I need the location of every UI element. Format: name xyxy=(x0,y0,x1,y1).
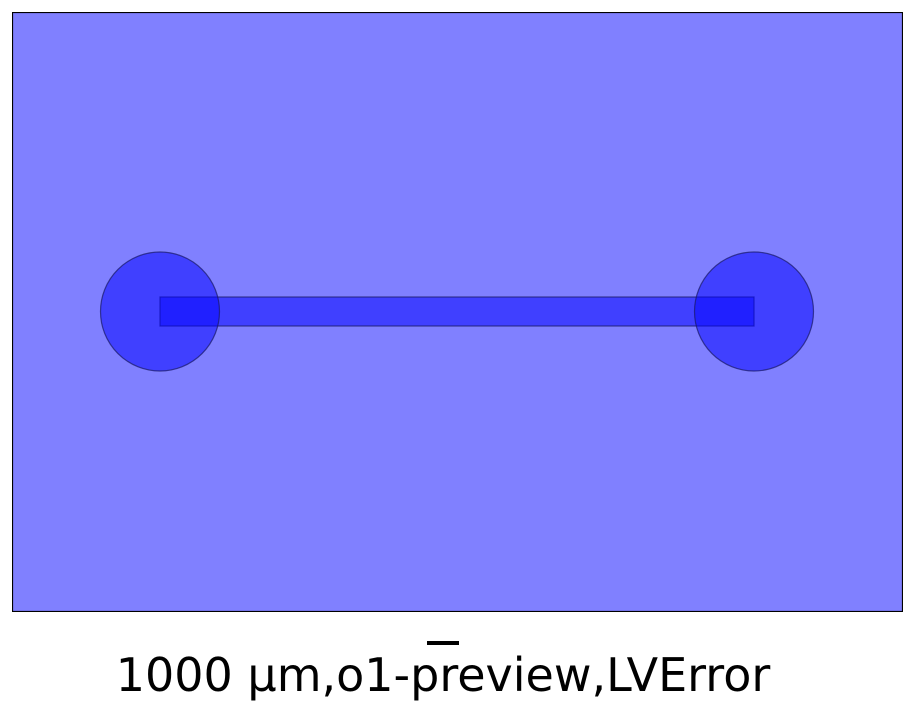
layout-canvas xyxy=(12,12,903,612)
layout-drawing xyxy=(12,12,903,612)
left-pad-circle xyxy=(99,251,221,372)
figure-caption: 1000 µm,o1-preview,LVError xyxy=(115,648,771,702)
scale-bar xyxy=(427,641,459,645)
right-pad-circle xyxy=(693,251,815,372)
channel-rectangle xyxy=(159,296,755,327)
